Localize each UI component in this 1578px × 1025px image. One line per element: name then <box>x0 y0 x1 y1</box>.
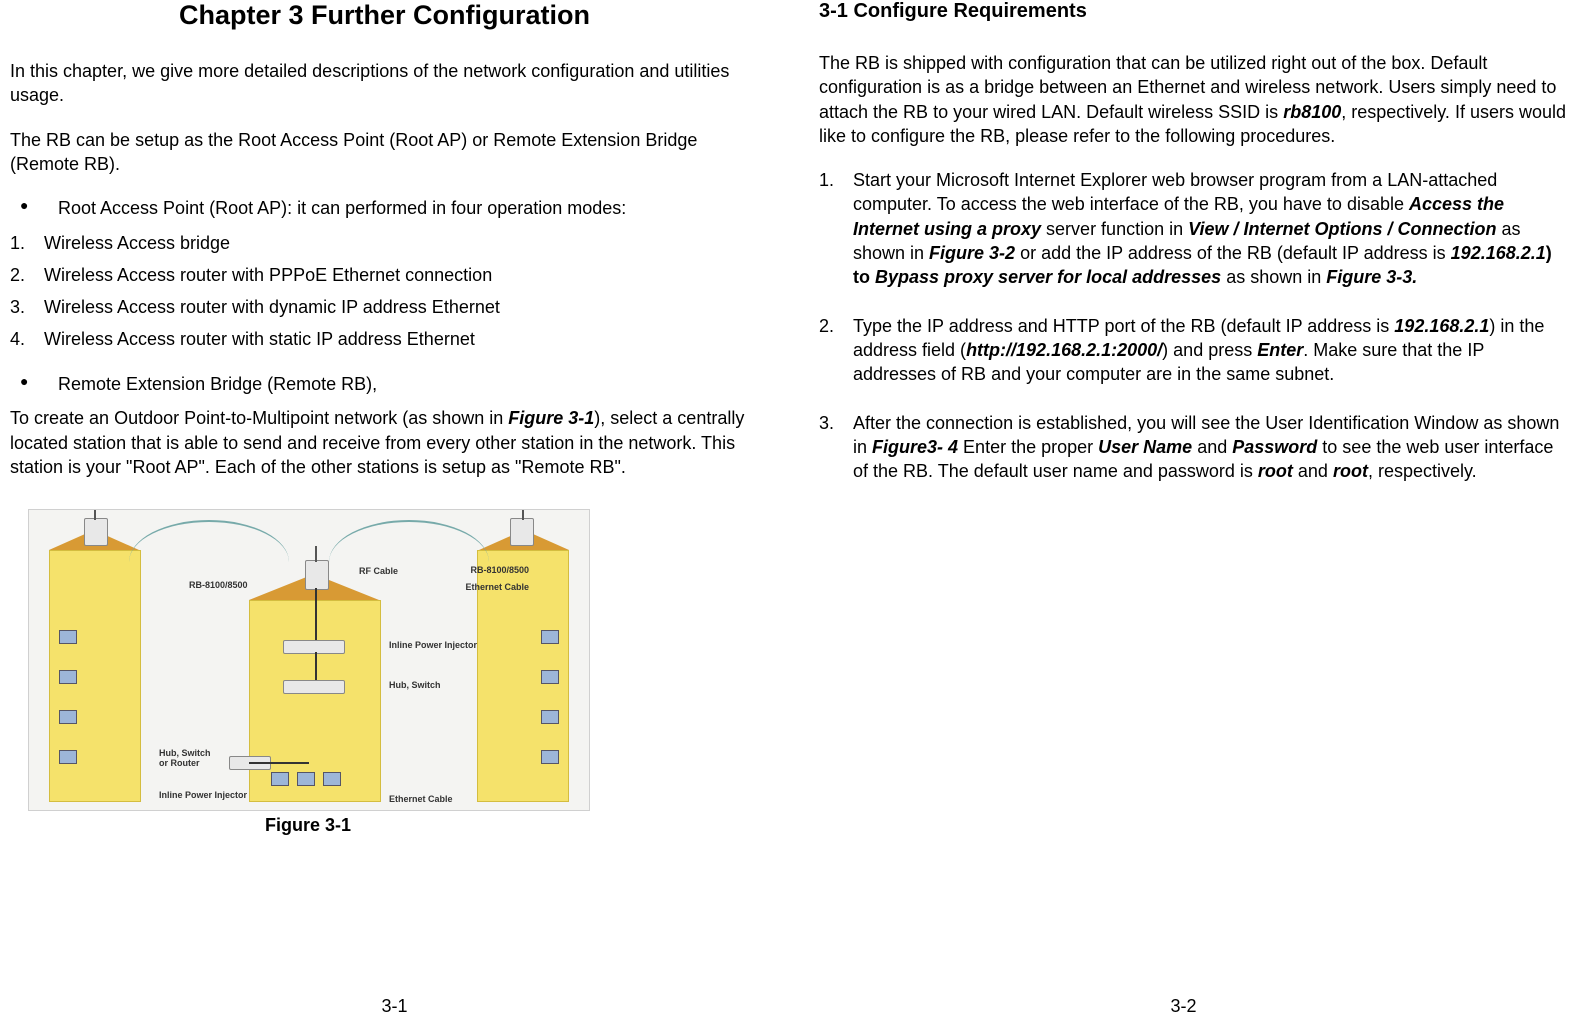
modes-list: Wireless Access bridge Wireless Access r… <box>10 230 759 358</box>
pc-icon <box>59 670 77 684</box>
label-ethernet-cable: Ethernet Cable <box>465 582 529 592</box>
step3-username-label: User Name <box>1098 437 1192 457</box>
step1-bypass: Bypass proxy server for local addresses <box>875 267 1221 287</box>
wireless-link-left <box>129 520 289 562</box>
step2-ip: 192.168.2.1 <box>1394 316 1489 336</box>
para3-figure-ref: Figure 3-1 <box>508 408 594 428</box>
pc-icon <box>297 772 315 786</box>
step-1: Start your Microsoft Internet Explorer w… <box>819 168 1568 289</box>
wireless-link-right <box>329 520 489 562</box>
bullet-remote-rb: Remote Extension Bridge (Remote RB), <box>10 372 759 396</box>
intro-paragraph-1: In this chapter, we give more detailed d… <box>10 59 759 108</box>
label-rf-cable: RF Cable <box>359 566 398 576</box>
mode-item-3: Wireless Access router with dynamic IP a… <box>10 294 759 322</box>
para3-text-a: To create an Outdoor Point-to-Multipoint… <box>10 408 508 428</box>
step1-fig32: Figure 3-2 <box>929 243 1015 263</box>
pc-icon <box>541 630 559 644</box>
antenna-right <box>522 509 524 520</box>
step3-c: and <box>1192 437 1232 457</box>
pc-icon <box>541 710 559 724</box>
step-3: After the connection is established, you… <box>819 411 1568 484</box>
bullet-list-1: Root Access Point (Root AP): it can perf… <box>10 196 759 226</box>
step3-root-pass: root <box>1333 461 1368 481</box>
mode-item-1: Wireless Access bridge <box>10 230 759 258</box>
step1-b: server function in <box>1041 219 1188 239</box>
label-inline-injector-2: Inline Power Injector <box>159 790 247 800</box>
step1-ip: 192.168.2.1 <box>1451 243 1546 263</box>
inline-injector-device <box>283 640 345 654</box>
chapter-title: Chapter 3 Further Configuration <box>10 0 759 31</box>
step3-f: , respectively. <box>1368 461 1477 481</box>
step2-c: ) and press <box>1162 340 1257 360</box>
page-number-left: 3-1 <box>0 996 789 1017</box>
cable-line <box>315 588 317 640</box>
pc-icon <box>59 750 77 764</box>
hub-switch-device <box>283 680 345 694</box>
antenna-center <box>315 546 317 562</box>
page-left: Chapter 3 Further Configuration In this … <box>0 0 789 1025</box>
rb-device-left <box>84 518 108 546</box>
step3-b: Enter the proper <box>958 437 1098 457</box>
rb-device-center <box>305 560 329 590</box>
pc-icon <box>541 750 559 764</box>
pc-icon <box>59 630 77 644</box>
mode-item-2: Wireless Access router with PPPoE Ethern… <box>10 262 759 290</box>
bullet-list-2: Remote Extension Bridge (Remote RB), <box>10 372 759 402</box>
config-intro-paragraph: The RB is shipped with configuration tha… <box>819 51 1568 148</box>
rb-device-right <box>510 518 534 546</box>
para-multipoint: To create an Outdoor Point-to-Multipoint… <box>10 406 759 479</box>
section-title: 3-1 Configure Requirements <box>819 0 1568 23</box>
ssid-value: rb8100 <box>1283 102 1341 122</box>
cable-line <box>249 762 309 764</box>
steps-list: Start your Microsoft Internet Explorer w… <box>819 168 1568 507</box>
step2-a: Type the IP address and HTTP port of the… <box>853 316 1394 336</box>
cable-line <box>315 652 317 680</box>
step1-fig33: Figure 3-3. <box>1326 267 1417 287</box>
label-inline-injector: Inline Power Injector <box>389 640 477 650</box>
mode-item-4: Wireless Access router with static IP ad… <box>10 326 759 354</box>
step3-fig34: Figure3- 4 <box>872 437 958 457</box>
step-2: Type the IP address and HTTP port of the… <box>819 314 1568 387</box>
step3-root-user: root <box>1258 461 1293 481</box>
pc-icon <box>271 772 289 786</box>
step3-e: and <box>1293 461 1333 481</box>
intro-paragraph-2: The RB can be setup as the Root Access P… <box>10 128 759 177</box>
antenna-left <box>94 509 96 520</box>
page-right: 3-1 Configure Requirements The RB is shi… <box>789 0 1578 1025</box>
label-hub-router: Hub, Switch or Router <box>159 748 211 768</box>
bullet-root-ap: Root Access Point (Root AP): it can perf… <box>10 196 759 220</box>
step1-d: or add the IP address of the RB (default… <box>1015 243 1451 263</box>
label-ethernet-cable-2: Ethernet Cable <box>389 794 453 804</box>
pc-icon <box>323 772 341 786</box>
label-hub-switch: Hub, Switch <box>389 680 441 690</box>
figure-3-1-caption: Figure 3-1 <box>10 815 606 836</box>
pc-icon <box>541 670 559 684</box>
step1-f: as shown in <box>1221 267 1326 287</box>
figure-3-1-diagram: RB-8100/8500 RB-8100/8500 RF Cable Ether… <box>28 509 590 811</box>
label-rb-left: RB-8100/8500 <box>189 580 248 590</box>
step1-menu-path: View / Internet Options / Connection <box>1188 219 1496 239</box>
pc-icon <box>59 710 77 724</box>
step2-url: http://192.168.2.1:2000/ <box>966 340 1162 360</box>
step3-password-label: Password <box>1232 437 1317 457</box>
step2-enter: Enter <box>1257 340 1303 360</box>
page-number-right: 3-2 <box>789 996 1578 1017</box>
step1-a: Start your Microsoft Internet Explorer w… <box>853 170 1497 214</box>
label-rb-right: RB-8100/8500 <box>470 565 529 575</box>
